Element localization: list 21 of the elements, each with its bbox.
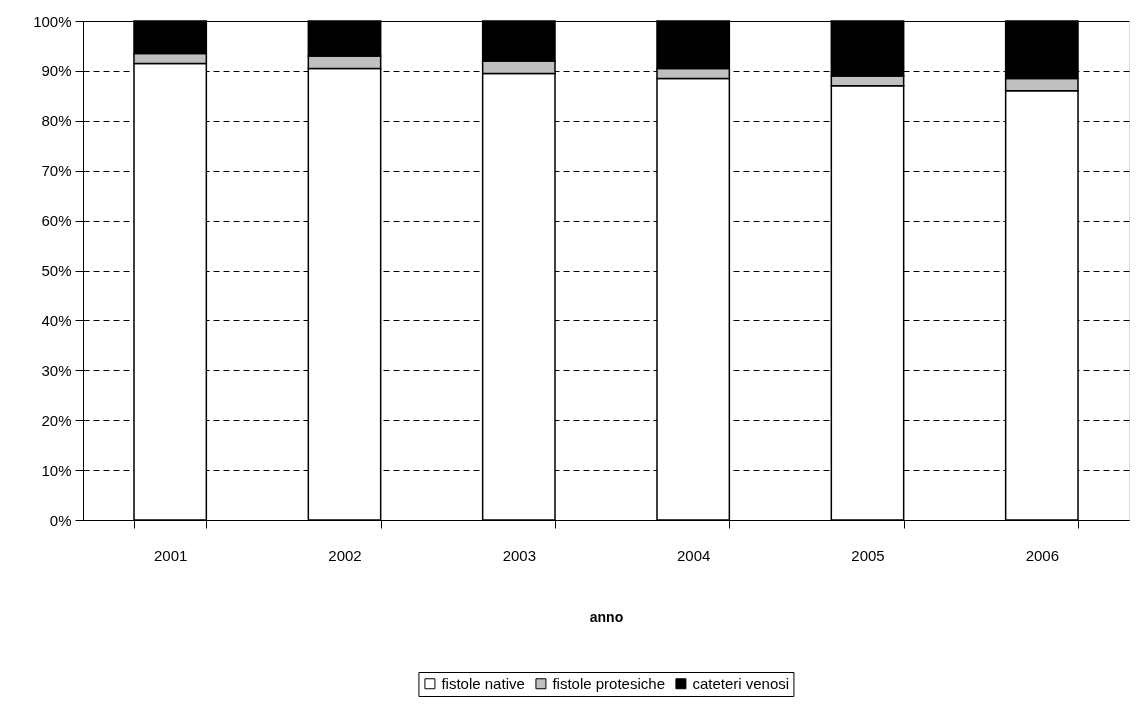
y-tick-label: 40% — [41, 311, 72, 329]
y-tick-label: 100% — [33, 12, 72, 30]
y-tick-label: 90% — [41, 62, 72, 80]
y-tick-label: 50% — [41, 262, 72, 279]
x-tick-label: 2006 — [1025, 546, 1060, 564]
y-tick-label: 60% — [41, 212, 72, 230]
x-tick-label: 2002 — [328, 546, 362, 564]
y-tick-label: 30% — [41, 361, 72, 379]
legend-label: fistole native — [441, 674, 525, 692]
x-axis-title: anno — [589, 608, 624, 625]
y-tick-label: 20% — [41, 411, 72, 429]
x-tick-label: 2001 — [153, 546, 188, 564]
y-tick-label: 10% — [41, 461, 72, 479]
x-tick-label: 2003 — [502, 546, 537, 564]
legend-label: fistole protesiche — [552, 674, 665, 692]
y-tick-label: 0% — [49, 511, 72, 529]
legend-label: cateteri venosi — [692, 674, 790, 692]
y-tick-label: 70% — [41, 162, 72, 180]
y-tick-label: 80% — [41, 112, 72, 130]
x-tick-label: 2004 — [676, 546, 711, 564]
x-tick-label: 2005 — [851, 546, 885, 564]
